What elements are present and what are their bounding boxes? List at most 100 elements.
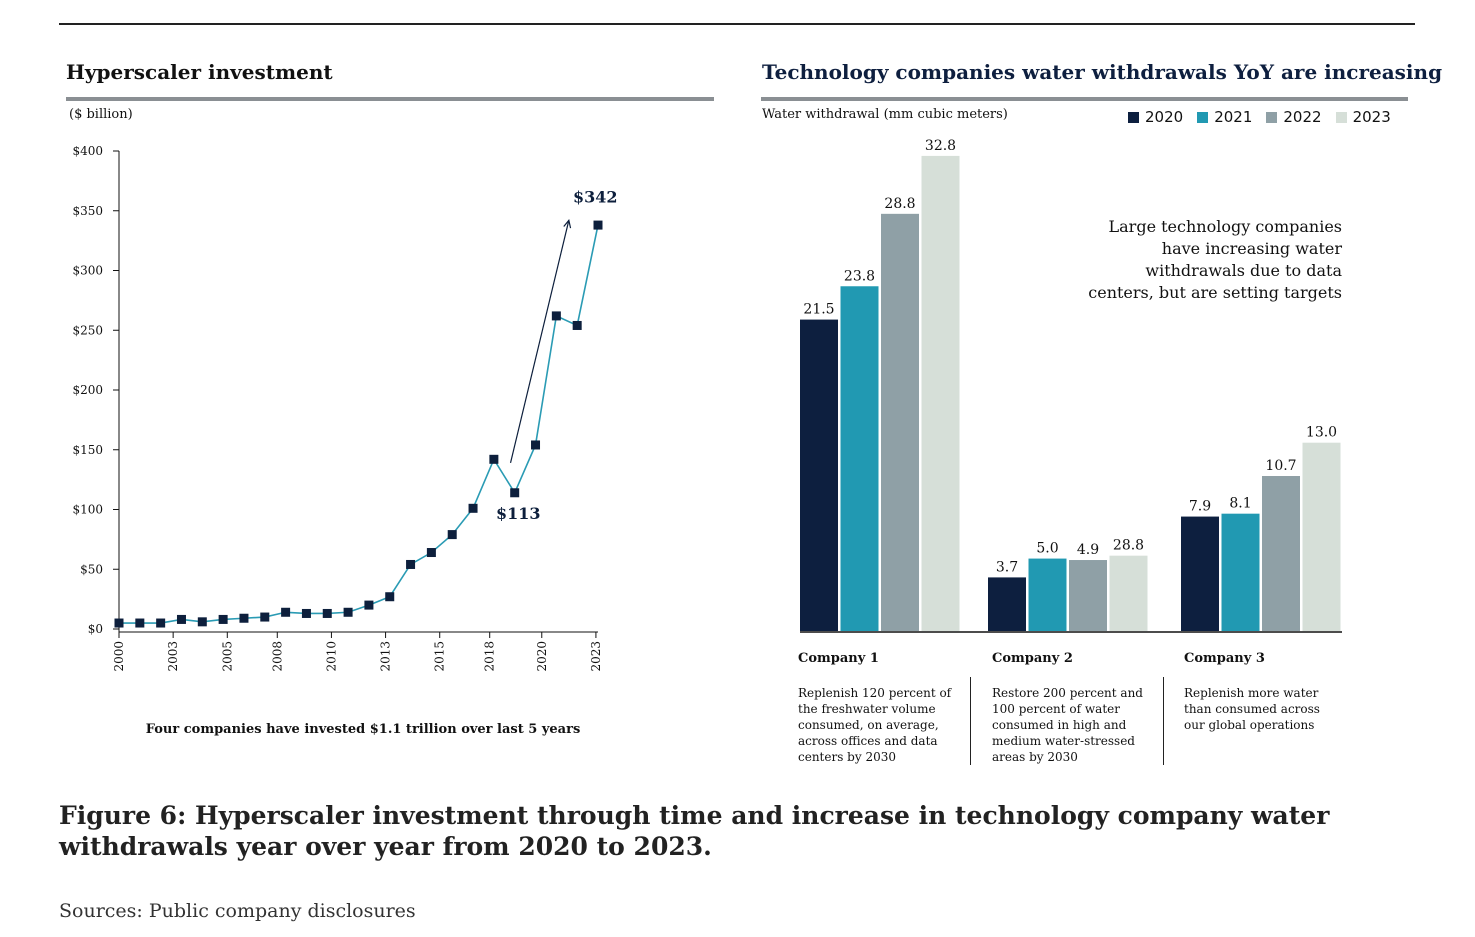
legend-item-2023: 2023 [1335,108,1391,126]
y-tick-label: $0 [88,622,103,636]
legend-label-2023: 2023 [1352,108,1391,126]
company-divider-2 [1163,677,1164,765]
investment-point [135,618,145,628]
investment-point [364,600,374,610]
company-2-name: Company 2 [992,651,1073,666]
x-tick-label: 2000 [112,641,126,672]
company-divider-1 [970,677,971,765]
investment-point [114,618,124,628]
right-panel-title: Technology companies water withdrawals Y… [762,60,1443,84]
bar-legend: 2020 2021 2022 2023 [1128,108,1391,126]
investment-series-line [119,224,599,624]
y-tick-label: $300 [72,264,103,278]
growth-arrow-head [563,218,572,229]
company-1-name: Company 1 [798,651,879,666]
investment-point [531,440,541,450]
investment-point [489,454,499,464]
value-annotation: $113 [496,504,541,523]
bar-value-label: 28.8 [884,196,915,212]
investment-point [468,503,478,513]
y-tick-label: $250 [72,323,103,337]
right-unit-label: Water withdrawal (mm cubic meters) [762,107,1008,122]
bar-2021 [1028,558,1067,631]
bar-2023 [1302,442,1341,631]
bar-2020 [988,577,1026,631]
x-tick-label: 2018 [483,641,497,672]
investment-point [322,608,332,618]
left-chart-caption: Four companies have invested $1.1 trilli… [145,722,581,737]
investment-point [551,311,561,321]
y-tick-label: $150 [72,443,103,457]
right-title-rule [761,97,1408,101]
bar-value-label: 21.5 [803,302,834,318]
bar-value-label: 7.9 [1189,499,1211,515]
top-rule [59,23,1415,25]
investment-point [176,614,186,624]
investment-point [385,592,395,602]
bar-value-label: 28.8 [1113,538,1144,554]
legend-item-2020: 2020 [1128,108,1183,126]
investment-point [156,618,166,628]
investment-point [260,612,270,622]
value-annotation: $342 [573,187,618,206]
investment-point [593,220,603,230]
left-panel-title: Hyperscaler investment [66,60,333,84]
bar-value-label: 5.0 [1036,541,1058,557]
x-tick-label: 2015 [433,641,447,672]
bar-2021 [840,286,879,631]
bar-value-label: 32.8 [925,138,956,154]
x-tick-label: 2020 [535,641,549,672]
investment-point [281,607,291,617]
bar-2023 [921,155,960,631]
legend-swatch-2023 [1335,111,1347,123]
company-3-description: Replenish more water than consumed acros… [1184,686,1320,732]
investment-point [218,614,228,624]
bar-2022 [1262,476,1300,631]
bar-2020 [1181,516,1219,631]
x-tick-label: 2010 [324,641,338,672]
left-unit-label: ($ billion) [69,107,133,122]
legend-label-2021: 2021 [1214,108,1253,126]
investment-point [447,530,457,540]
investment-point [301,608,311,618]
investment-point [239,613,249,623]
bar-value-label: 23.8 [844,268,875,284]
left-title-rule [66,97,714,101]
bar-value-label: 8.1 [1229,496,1251,512]
legend-swatch-2022 [1266,111,1278,123]
callout-text: Large technology companies have increasi… [1088,217,1342,302]
investment-point [426,548,436,558]
bar-value-label: 10.7 [1265,458,1296,474]
y-tick-label: $50 [80,562,103,576]
legend-label-2022: 2022 [1283,108,1322,126]
bar-2022 [1069,560,1107,631]
bar-value-label: 3.7 [996,559,1018,575]
legend-item-2021: 2021 [1197,108,1252,126]
x-tick-label: 2005 [220,641,234,672]
investment-point [510,488,520,498]
bar-2020 [800,319,838,631]
investment-point [406,559,416,569]
x-tick-label: 2008 [270,641,284,672]
y-tick-label: $200 [72,383,103,397]
y-tick-label: $400 [72,144,103,158]
x-tick-label: 2003 [166,641,180,672]
bar-2023 [1109,555,1148,631]
x-tick-label: 2013 [379,641,393,672]
legend-label-2020: 2020 [1145,108,1184,126]
legend-swatch-2020 [1128,111,1139,123]
investment-point [343,607,353,617]
y-tick-label: $350 [72,204,103,218]
figure-caption: Figure 6: Hyperscaler investment through… [59,801,1330,861]
legend-item-2022: 2022 [1266,108,1322,126]
legend-swatch-2021 [1197,111,1209,123]
sources-note: Sources: Public company disclosures [59,900,416,922]
investment-point [572,320,582,330]
y-tick-label: $100 [72,503,103,517]
bar-value-label: 13.0 [1306,425,1337,441]
bar-value-label: 4.9 [1077,542,1099,558]
bar-2021 [1221,513,1260,631]
company-2-description: Restore 200 percent and 100 percent of w… [992,686,1143,764]
company-3-name: Company 3 [1184,651,1265,666]
